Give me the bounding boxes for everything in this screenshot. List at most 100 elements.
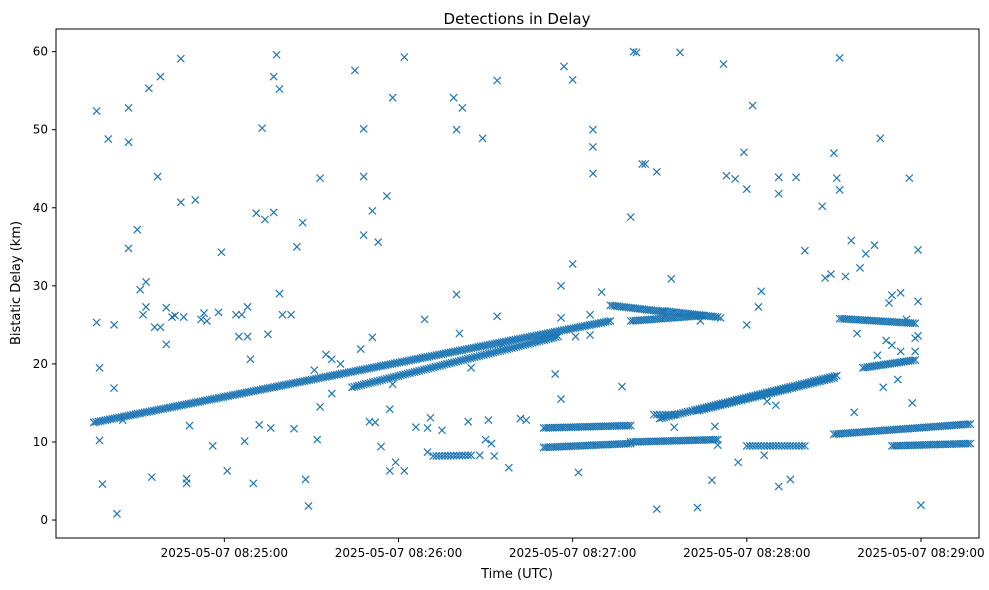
data-point	[438, 426, 447, 435]
data-point	[522, 416, 531, 425]
data-point	[753, 392, 762, 401]
data-point	[783, 385, 792, 394]
data-point	[366, 378, 375, 387]
data-point	[440, 360, 449, 369]
data-point	[760, 451, 769, 460]
data-point	[461, 451, 470, 460]
data-point	[452, 451, 461, 460]
data-point	[835, 53, 844, 62]
data-point	[767, 388, 776, 397]
data-point	[139, 310, 148, 319]
data-point	[516, 414, 525, 423]
data-point	[829, 373, 838, 382]
data-point	[368, 206, 377, 215]
data-point	[789, 441, 798, 450]
data-point	[802, 380, 811, 389]
data-point	[493, 312, 502, 321]
data-point	[535, 337, 544, 346]
data-point	[730, 397, 739, 406]
data-point	[716, 401, 725, 410]
data-point	[480, 350, 489, 359]
data-point	[683, 407, 692, 416]
data-point	[739, 395, 748, 404]
data-point	[327, 355, 336, 364]
data-point	[908, 319, 917, 328]
data-point	[702, 404, 711, 413]
data-point	[693, 406, 702, 415]
data-point	[765, 441, 775, 450]
data-point	[396, 371, 405, 380]
data-point	[258, 124, 267, 133]
data-point	[748, 393, 757, 402]
data-point	[762, 390, 771, 399]
data-point	[484, 349, 493, 358]
data-point	[504, 463, 513, 472]
data-point	[475, 451, 484, 460]
data-point	[914, 331, 923, 340]
data-point	[162, 340, 171, 349]
y-tick-label: 30	[33, 279, 48, 293]
data-point	[719, 60, 728, 69]
y-tick-label: 10	[33, 435, 48, 449]
data-point	[237, 310, 246, 319]
data-point	[698, 405, 707, 414]
data-point	[966, 419, 975, 429]
data-point	[266, 423, 275, 432]
data-point	[403, 369, 412, 378]
data-point	[588, 169, 597, 178]
data-point	[797, 381, 806, 390]
data-point	[445, 359, 454, 368]
data-point	[200, 309, 209, 318]
data-point	[405, 369, 414, 378]
data-point	[452, 357, 461, 366]
data-point	[263, 330, 272, 339]
data-point	[408, 368, 417, 377]
data-point	[487, 439, 496, 448]
data-point	[141, 277, 151, 286]
data-point	[800, 441, 809, 450]
data-point	[676, 48, 685, 57]
data-point	[500, 345, 509, 354]
data-point	[110, 384, 119, 393]
y-tick-label: 40	[33, 201, 48, 215]
data-point	[455, 329, 464, 338]
data-point	[551, 370, 560, 379]
data-point	[371, 377, 380, 386]
data-point	[799, 381, 808, 390]
data-point	[438, 361, 447, 370]
data-point	[400, 53, 409, 62]
data-point	[429, 363, 438, 372]
data-point	[287, 310, 296, 319]
data-point	[422, 365, 431, 374]
data-point	[853, 329, 862, 338]
data-point	[336, 359, 345, 368]
data-point	[757, 287, 766, 296]
data-point	[411, 423, 420, 432]
data-point	[540, 335, 549, 345]
data-point	[826, 270, 835, 279]
data-point	[549, 333, 558, 342]
data-point	[739, 148, 748, 157]
data-point	[458, 103, 467, 112]
data-point	[415, 366, 424, 375]
data-point	[758, 391, 767, 400]
data-point	[722, 171, 731, 180]
data-point	[92, 106, 101, 115]
data-point	[197, 315, 206, 324]
data-point	[746, 393, 755, 402]
data-point	[786, 475, 795, 484]
data-point	[571, 332, 580, 341]
x-axis: 2025-05-07 08:25:00 2025-05-07 08:26:00 20…	[161, 538, 985, 560]
data-point	[713, 435, 722, 444]
data-point	[141, 302, 151, 311]
data-point	[700, 405, 709, 414]
data-point	[695, 406, 704, 415]
data-point	[496, 346, 505, 355]
data-point	[452, 290, 461, 299]
data-point	[714, 401, 723, 410]
data-point	[191, 195, 200, 204]
data-point	[624, 439, 633, 448]
data-point	[806, 379, 815, 388]
data-point	[528, 338, 537, 347]
